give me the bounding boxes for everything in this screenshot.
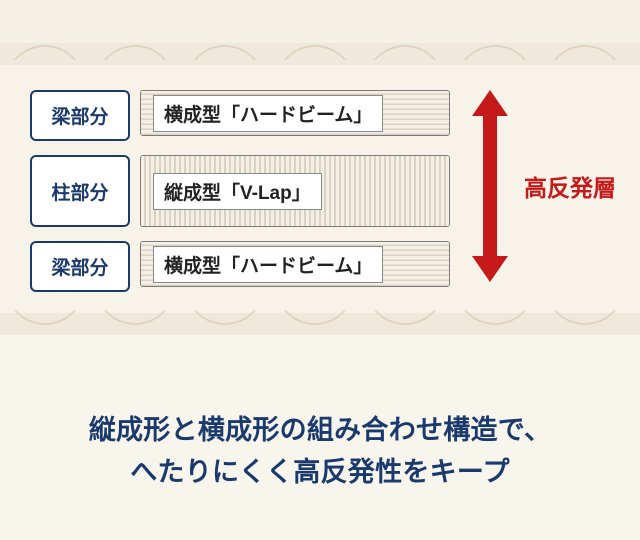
arrow-shape xyxy=(472,90,508,282)
caption-line-2: へたりにくく高反発性をキープ xyxy=(130,457,510,487)
layer-desc-wrap: 横成型「ハードビーム」 xyxy=(140,241,450,287)
foam-wave-top xyxy=(0,10,640,60)
caption-text: 縦成形と横成形の組み合わせ構造で、 へたりにくく高反発性をキープ xyxy=(0,410,640,494)
layer-tag-pillar: 柱部分 xyxy=(30,155,130,227)
layer-desc-wrap: 横成型「ハードビーム」 xyxy=(140,90,450,136)
layer-desc: 横成型「ハードビーム」 xyxy=(153,95,383,132)
caption-line-1: 縦成形と横成形の組み合わせ構造で、 xyxy=(89,415,552,445)
double-arrow-icon xyxy=(470,90,510,282)
layer-diagram: 梁部分 横成型「ハードビーム」 柱部分 縦成型「V-Lap」 梁部分 横成型「ハ… xyxy=(30,90,610,292)
foam-wave-bottom xyxy=(0,310,640,360)
layer-desc: 横成型「ハードビーム」 xyxy=(153,246,383,283)
layer-desc: 縦成型「V-Lap」 xyxy=(153,173,322,210)
layer-desc-wrap: 縦成型「V-Lap」 xyxy=(140,155,450,227)
layer-tag-beam: 梁部分 xyxy=(30,90,130,141)
arrow-label: 高反発層 xyxy=(524,169,616,203)
layer-tag-beam: 梁部分 xyxy=(30,241,130,292)
resilience-arrow-group: 高反発層 xyxy=(470,90,640,282)
